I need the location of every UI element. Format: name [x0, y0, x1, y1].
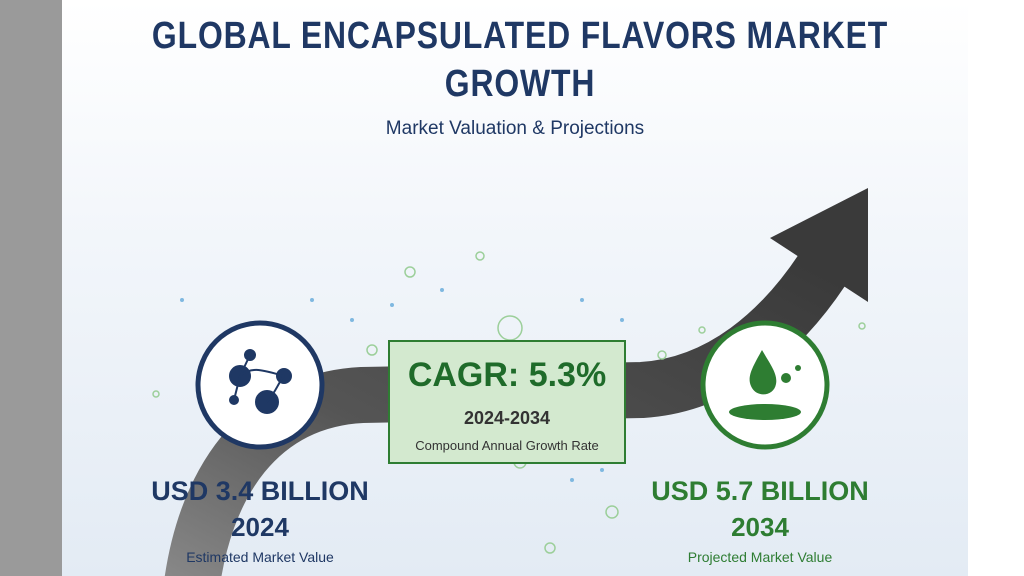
title: GLOBAL ENCAPSULATED FLAVORS MARKET GROWT… [151, 15, 889, 105]
cagr-period: 2024-2034 [463, 408, 551, 428]
end-year: 2034 [731, 512, 789, 542]
cagr-box: CAGR: 5.3% 2024-2034 Compound Annual Gro… [388, 340, 626, 464]
start-caption: Estimated Market Value [186, 549, 334, 565]
drop-icon [729, 350, 801, 420]
start-year: 2024 [231, 512, 289, 542]
subtitle: Market Valuation & Projections [385, 118, 645, 139]
cagr-description: Compound Annual Growth Rate [415, 438, 599, 453]
arrow-head [770, 188, 868, 302]
end-caption: Projected Market Value [687, 549, 833, 565]
molecule-icon [229, 349, 292, 414]
dots [180, 288, 624, 482]
bubbles [152, 251, 866, 554]
end-value: USD 5.7 BILLION [651, 476, 869, 506]
decoration [152, 188, 868, 576]
start-value: USD 3.4 BILLION [151, 476, 369, 506]
side-strip [0, 0, 62, 576]
cagr-label: CAGR: 5.3% [407, 356, 607, 394]
infographic: GLOBAL ENCAPSULATED FLAVORS MARKET GROWT… [62, 0, 968, 576]
start-icon [195, 320, 325, 450]
